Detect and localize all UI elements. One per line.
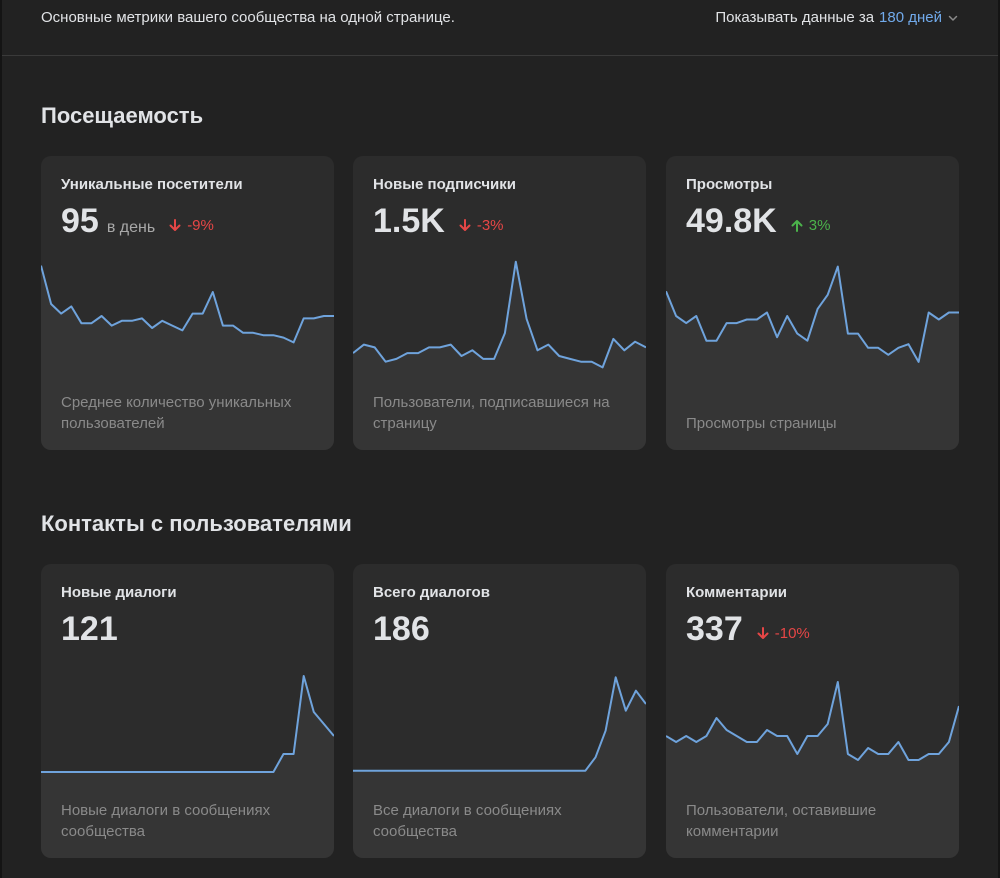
metric-value: 95 [61, 202, 99, 240]
metric-delta-text: -9% [187, 217, 214, 234]
card-description: Все диалоги в сообщениях сообщества [373, 802, 562, 840]
sparkline-line [353, 260, 646, 369]
card-title: Просмотры [686, 176, 773, 193]
metric-value: 49.8K [686, 202, 777, 240]
metric-card[interactable]: Уникальные посетители 95 в день -9% Среднее … [41, 156, 334, 450]
metric-delta: -9% [169, 217, 214, 234]
card-metric: 121 [61, 610, 118, 649]
card-metric: 49.8K 3% [686, 202, 830, 241]
sparkline-chart [353, 260, 646, 450]
metric-value: 337 [686, 610, 743, 648]
sparkline-area [353, 261, 646, 450]
card-metric: 337 -10% [686, 610, 810, 649]
metric-delta-text: 3% [808, 217, 831, 234]
arrow-down-icon [459, 219, 471, 231]
metric-delta: 3% [791, 217, 831, 234]
metric-delta-text: -10% [774, 625, 810, 642]
metric-delta: -10% [757, 625, 810, 642]
period-selector[interactable]: Показывать данные за 180 дней [715, 9, 958, 26]
sparkline-chart [41, 265, 334, 450]
card-description: Просмотры страницы [686, 415, 837, 432]
page-description: Основные метрики вашего сообщества на од… [41, 9, 455, 26]
card-title: Всего диалогов [373, 584, 490, 601]
card-title: Уникальные посетители [61, 176, 243, 193]
sparkline-chart [41, 675, 334, 858]
metric-delta: -3% [459, 217, 504, 234]
metric-delta-text: -3% [476, 217, 504, 234]
section-title-traffic: Посещаемость [41, 103, 204, 128]
card-description: Пользователи, оставившие комментарии [686, 802, 877, 840]
sparkline-chart [353, 676, 646, 858]
metric-value: 121 [61, 610, 118, 648]
period-value[interactable]: 180 дней [879, 9, 942, 26]
arrow-down-icon [757, 627, 769, 639]
sparkline-line [666, 681, 959, 761]
sparkline-area [666, 266, 959, 450]
metric-card[interactable]: Просмотры 49.8K 3% Просмотры страницы [666, 156, 959, 450]
card-title: Новые диалоги [61, 584, 177, 601]
top-bar: Основные метрики вашего сообщества на од… [2, 0, 998, 56]
sparkline-line [41, 265, 334, 344]
sparkline-line [353, 676, 646, 772]
sparkline-area [666, 682, 959, 858]
metric-card[interactable]: Новые диалоги 121 Новые диалоги в сообщени… [41, 564, 334, 858]
sparkline-line [41, 675, 334, 773]
metric-unit: в день [106, 219, 156, 236]
section-title-contacts: Контакты с пользователями [41, 511, 352, 536]
card-description: Среднее количество уникальных пользовате… [61, 394, 292, 432]
metric-value: 186 [373, 610, 430, 648]
arrow-up-icon [791, 220, 803, 232]
metric-card[interactable]: Новые подписчики 1.5K -3% Пользователи, под… [353, 156, 646, 450]
card-metric: 1.5K -3% [373, 202, 504, 241]
card-description: Пользователи, подписавшиеся на страницу [373, 394, 610, 432]
card-description: Новые диалоги в сообщениях сообщества [61, 802, 271, 840]
sparkline-chart [666, 681, 959, 858]
sparkline-area [41, 265, 334, 450]
metric-card[interactable]: Комментарии 337 -10% Пользователи, оставивш… [666, 564, 959, 858]
sparkline-chart [666, 265, 959, 450]
period-prefix: Показывать данные за [715, 9, 875, 26]
metric-card[interactable]: Всего диалогов 186 Все диалоги в сообщения… [353, 564, 646, 858]
sparkline-area [41, 676, 334, 858]
card-title: Новые подписчики [373, 176, 516, 193]
card-metric: 186 [373, 610, 430, 649]
sparkline-area [353, 677, 646, 858]
metric-value: 1.5K [373, 202, 445, 240]
sparkline-line [666, 265, 959, 363]
arrow-down-icon [169, 219, 181, 231]
card-metric: 95 в день -9% [61, 202, 214, 241]
chevron-down-icon[interactable] [948, 13, 958, 23]
card-title: Комментарии [686, 584, 788, 601]
